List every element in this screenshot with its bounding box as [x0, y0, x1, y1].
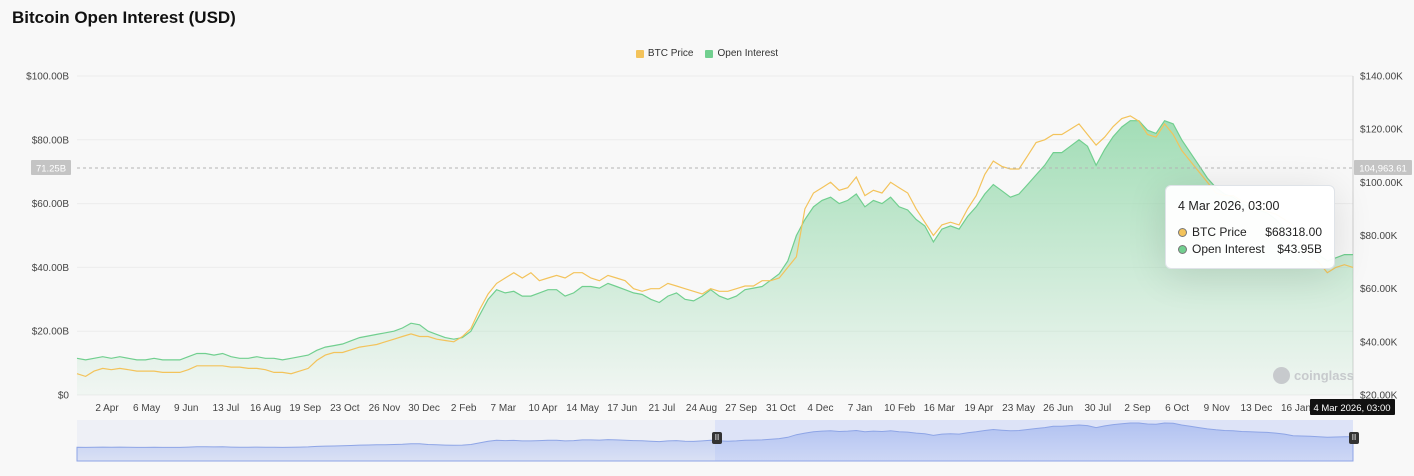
x-tick-label: 2 Feb [451, 403, 477, 414]
x-tick-label: 2 Sep [1124, 403, 1151, 414]
x-tick-label: 9 Nov [1204, 403, 1230, 414]
y-right-tick-label: $140.00K [1360, 72, 1403, 83]
x-tick-label: 14 May [566, 403, 599, 414]
y-left-tick-label: $0 [58, 391, 70, 402]
y-right-tick-label: $100.00K [1360, 178, 1403, 189]
y-left-tick-label: $100.00B [26, 72, 69, 83]
x-tick-label: 26 Jun [1043, 403, 1073, 414]
legend-label-btc: BTC Price [647, 48, 694, 59]
x-tick-label: 23 May [1002, 403, 1035, 414]
x-tick-label: 7 Mar [491, 403, 517, 414]
y-right-tick-label: $40.00K [1360, 337, 1398, 348]
watermark-text: coinglass [1294, 368, 1354, 383]
tooltip-label-oi: Open Interest [1192, 242, 1265, 256]
legend-item-open-interest[interactable]: Open Interest [705, 48, 778, 59]
y-right-tick-label: $80.00K [1360, 231, 1398, 242]
chart-tooltip: 4 Mar 2026, 03:00 BTC Price $68318.00 Op… [1165, 185, 1335, 269]
x-tick-label: 19 Sep [289, 403, 321, 414]
x-tick-label: 16 Mar [924, 403, 956, 414]
x-tick-label: 19 Apr [964, 403, 994, 414]
y-left-tick-label: $40.00B [32, 263, 70, 274]
page-title: Bitcoin Open Interest (USD) [12, 8, 236, 27]
tooltip-label-btc: BTC Price [1192, 225, 1247, 239]
y-left-tick-label: $20.00B [32, 327, 70, 338]
x-tick-label: 6 May [133, 403, 160, 414]
x-tick-label: 23 Oct [330, 403, 360, 414]
tooltip-value-oi: $43.95B [1277, 242, 1322, 256]
y-right-tick-label: $20.00K [1360, 391, 1398, 402]
navigator-right-handle[interactable]: II [1349, 432, 1359, 444]
tooltip-value-btc: $68318.00 [1265, 225, 1322, 239]
x-tick-label: 7 Jan [848, 403, 872, 414]
x-tick-label: 21 Jul [649, 403, 676, 414]
x-tick-label: 6 Oct [1165, 403, 1189, 414]
crosshair-left-label-bg [31, 160, 71, 175]
tooltip-row-oi: Open Interest $43.95B [1178, 242, 1322, 256]
x-tick-label: 9 Jun [174, 403, 198, 414]
y-left-tick-label: $80.00B [32, 135, 70, 146]
crosshair-left-label: 71.25B [36, 164, 66, 175]
x-tick-label: 17 Jun [607, 403, 637, 414]
series-oi-area [77, 120, 1353, 395]
x-tick-label: 10 Feb [884, 403, 916, 414]
series-btc-line [76, 115, 1354, 378]
watermark: coinglass [1273, 367, 1354, 384]
tooltip-dot-btc [1178, 227, 1187, 237]
y-right-tick-label: $60.00K [1360, 284, 1398, 295]
x-tick-label: 16 Jan [1281, 403, 1311, 414]
coinglass-logo-icon [1273, 367, 1290, 384]
crosshair-right-label-bg [1354, 160, 1412, 175]
tooltip-dot-oi [1178, 244, 1187, 254]
navigator-left-handle[interactable]: II [712, 432, 722, 444]
x-tick-label: 24 Aug [686, 403, 717, 414]
legend-label-oi: Open Interest [717, 48, 779, 59]
x-tick-label: 26 Nov [369, 403, 401, 414]
x-tick-label: 13 Jul [213, 403, 240, 414]
x-tick-label: 2 Apr [95, 403, 119, 414]
x-tick-label: 4 Dec [807, 403, 833, 414]
x-tick-label: 27 Sep [725, 403, 757, 414]
crosshair-x-label-bg [1310, 399, 1395, 415]
x-tick-label: 13 Dec [1241, 403, 1273, 414]
x-tick-label: 31 Oct [766, 403, 796, 414]
tooltip-row-btc: BTC Price $68318.00 [1178, 225, 1322, 239]
tooltip-date: 4 Mar 2026, 03:00 [1178, 199, 1280, 213]
y-right-tick-label: $120.00K [1360, 125, 1403, 136]
x-tick-label: 10 Apr [529, 403, 559, 414]
x-tick-label: 30 Jul [1084, 403, 1111, 414]
series-oi-line [76, 119, 1353, 361]
x-tick-label: 16 Aug [250, 403, 281, 414]
crosshair-x-label: 4 Mar 2026, 03:00 [1313, 403, 1390, 414]
x-tick-label: 30 Dec [408, 403, 440, 414]
legend-swatch-btc [635, 49, 644, 58]
legend-swatch-oi [705, 49, 714, 58]
crosshair-right-label: 104,963.61 [1359, 164, 1407, 175]
legend-item-btc-price[interactable]: BTC Price [635, 48, 694, 59]
y-left-tick-label: $60.00B [32, 199, 70, 210]
chart-legend: BTC Price Open Interest [0, 48, 1414, 59]
